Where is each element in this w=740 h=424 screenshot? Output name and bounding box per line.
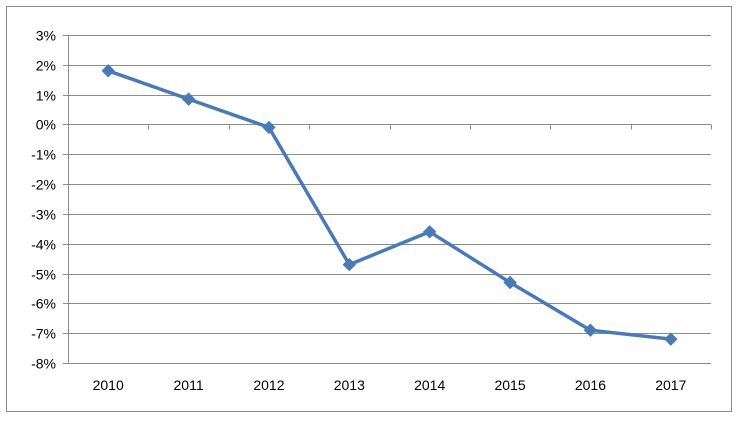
y-tick-label: -2% (31, 177, 56, 193)
y-tick-label: 2% (36, 58, 56, 74)
x-tick-label: 2017 (655, 377, 686, 393)
x-tick-label: 2016 (575, 377, 606, 393)
data-point (181, 92, 196, 106)
y-tick-label: -8% (31, 356, 56, 372)
x-tick-label: 2014 (414, 377, 445, 393)
y-tick-label: -7% (31, 326, 56, 342)
data-point (664, 332, 678, 346)
x-axis-tick-labels: 2010 2011 2012 2013 2014 2015 2016 2017 (93, 377, 687, 393)
axes (68, 35, 712, 363)
x-tick-label: 2010 (93, 377, 124, 393)
series-line (107, 69, 671, 341)
series (101, 64, 678, 346)
y-tick-label: -6% (31, 296, 56, 312)
y-axis-tick-labels: 3% 2% 1% 0% -1% -2% -3% -4% -5% -6% -7% -8% (31, 28, 56, 372)
data-point (583, 323, 598, 337)
chart-frame (6, 6, 732, 412)
gridlines (63, 35, 711, 364)
y-tick-label: -1% (31, 147, 56, 163)
data-point (101, 64, 115, 78)
data-point (503, 275, 517, 290)
y-tick-label: 1% (36, 88, 56, 104)
x-tick-label: 2015 (494, 377, 525, 393)
y-tick-label: 0% (36, 117, 56, 133)
x-tick-label: 2012 (253, 377, 284, 393)
y-tick-label: -4% (31, 237, 56, 253)
y-tick-label: -3% (31, 207, 56, 223)
data-point (262, 120, 276, 135)
x-tick-label: 2011 (174, 377, 204, 393)
y-tick-label: -5% (31, 267, 56, 283)
data-point (342, 257, 357, 272)
y-tick-label: 3% (36, 28, 56, 44)
x-tick-label: 2013 (334, 377, 365, 393)
data-point (422, 225, 437, 239)
